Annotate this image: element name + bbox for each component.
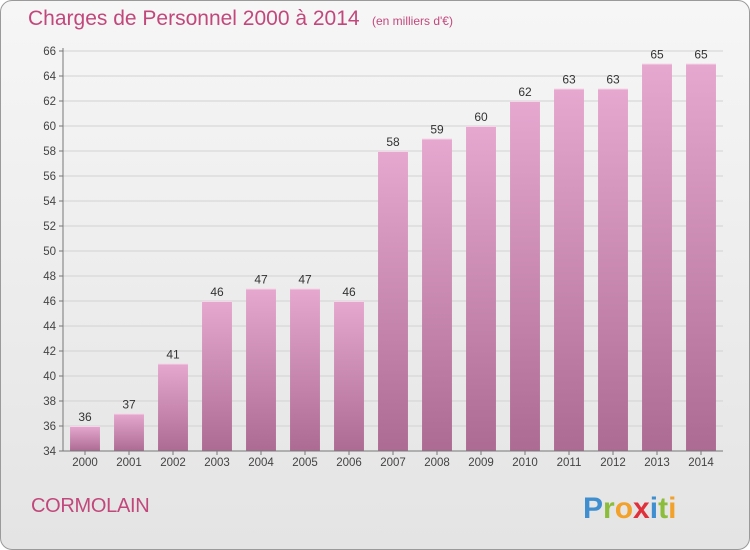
x-tick-label: 2013 bbox=[644, 457, 670, 469]
bar-2002 bbox=[158, 363, 188, 451]
commune-name: CORMOLAIN bbox=[31, 495, 150, 517]
y-tick-label: 34 bbox=[43, 446, 56, 458]
bar-2005 bbox=[290, 288, 320, 451]
logo-letter-o: o bbox=[615, 492, 633, 525]
bar-2011 bbox=[554, 88, 584, 451]
bar-2013 bbox=[642, 63, 672, 451]
bar-2014 bbox=[686, 63, 716, 451]
bar-2010 bbox=[510, 101, 540, 451]
x-tick-label: 2000 bbox=[72, 457, 98, 469]
bar-value-label: 59 bbox=[430, 123, 444, 137]
chart-unit: (en milliers d'€) bbox=[372, 14, 453, 28]
logo-letter-p: P bbox=[583, 492, 603, 525]
y-tick-label: 54 bbox=[43, 196, 56, 208]
bar-2000 bbox=[70, 426, 100, 451]
y-tick-label: 46 bbox=[43, 296, 56, 308]
y-tick-label: 48 bbox=[43, 271, 56, 283]
bar-value-label: 63 bbox=[606, 73, 620, 87]
x-tick-label: 2012 bbox=[600, 457, 626, 469]
svg-text:Proxiti: Proxiti bbox=[583, 492, 676, 525]
x-tick-label: 2010 bbox=[512, 457, 538, 469]
y-tick-label: 50 bbox=[43, 246, 56, 258]
bar-value-label: 47 bbox=[254, 273, 268, 287]
y-tick-label: 42 bbox=[43, 346, 56, 358]
bar-value-label: 46 bbox=[210, 285, 224, 299]
bar-value-label: 41 bbox=[166, 348, 180, 362]
logo-letter-x: x bbox=[633, 492, 650, 525]
bar-2001 bbox=[114, 413, 144, 451]
bar-2007 bbox=[378, 151, 408, 451]
y-tick-label: 40 bbox=[43, 371, 56, 383]
x-tick-label: 2008 bbox=[424, 457, 450, 469]
y-tick-label: 36 bbox=[43, 421, 56, 433]
bar-value-label: 58 bbox=[386, 135, 400, 149]
y-tick-label: 52 bbox=[43, 221, 56, 233]
x-tick-label: 2001 bbox=[116, 457, 142, 469]
bar-2008 bbox=[422, 138, 452, 451]
x-tick-label: 2014 bbox=[688, 457, 714, 469]
chart-title: Charges de Personnel 2000 à 2014 bbox=[28, 7, 360, 30]
y-tick-label: 38 bbox=[43, 396, 56, 408]
y-tick-label: 66 bbox=[43, 46, 56, 58]
bar-value-label: 65 bbox=[650, 48, 664, 62]
bar-value-label: 63 bbox=[562, 73, 576, 87]
y-tick-label: 56 bbox=[43, 171, 56, 183]
x-tick-label: 2004 bbox=[248, 457, 274, 469]
proxiti-logo[interactable]: Proxiti bbox=[581, 487, 691, 527]
x-tick-label: 2003 bbox=[204, 457, 230, 469]
logo-letter-t: t bbox=[658, 492, 668, 525]
y-tick-label: 58 bbox=[43, 146, 56, 158]
bar-value-label: 62 bbox=[518, 85, 532, 99]
y-tick-label: 60 bbox=[43, 121, 56, 133]
x-tick-label: 2005 bbox=[292, 457, 318, 469]
bar-2012 bbox=[598, 88, 628, 451]
bar-value-label: 37 bbox=[122, 398, 136, 412]
bar-value-label: 65 bbox=[694, 48, 708, 62]
bar-value-label: 47 bbox=[298, 273, 312, 287]
x-tick-label: 2011 bbox=[557, 457, 582, 469]
logo-letter-i-2: i bbox=[668, 492, 676, 525]
x-tick-label: 2006 bbox=[336, 457, 362, 469]
bar-value-label: 60 bbox=[474, 110, 488, 124]
x-tick-label: 2002 bbox=[160, 457, 186, 469]
logo-letter-r: r bbox=[603, 492, 615, 525]
x-tick-label: 2007 bbox=[380, 457, 406, 469]
y-tick-label: 64 bbox=[43, 71, 56, 83]
axes: 34 36 38 40 42 44 46 48 50 52 54 56 58 60 62 64 66 2000 20… bbox=[43, 46, 723, 469]
bars: 36 37 41 46 47 47 46 58 59 60 62 63 63 65 65 bbox=[70, 48, 716, 451]
bar-2004 bbox=[246, 288, 276, 451]
bar-value-label: 46 bbox=[342, 285, 356, 299]
bar-2003 bbox=[202, 301, 232, 451]
x-tick-label: 2009 bbox=[468, 457, 494, 469]
y-tick-label: 44 bbox=[43, 321, 56, 333]
bar-value-label: 36 bbox=[78, 410, 92, 424]
logo-letter-i: i bbox=[650, 492, 658, 525]
y-tick-label: 62 bbox=[43, 96, 56, 108]
bar-2006 bbox=[334, 301, 364, 451]
bar-2009 bbox=[466, 126, 496, 451]
